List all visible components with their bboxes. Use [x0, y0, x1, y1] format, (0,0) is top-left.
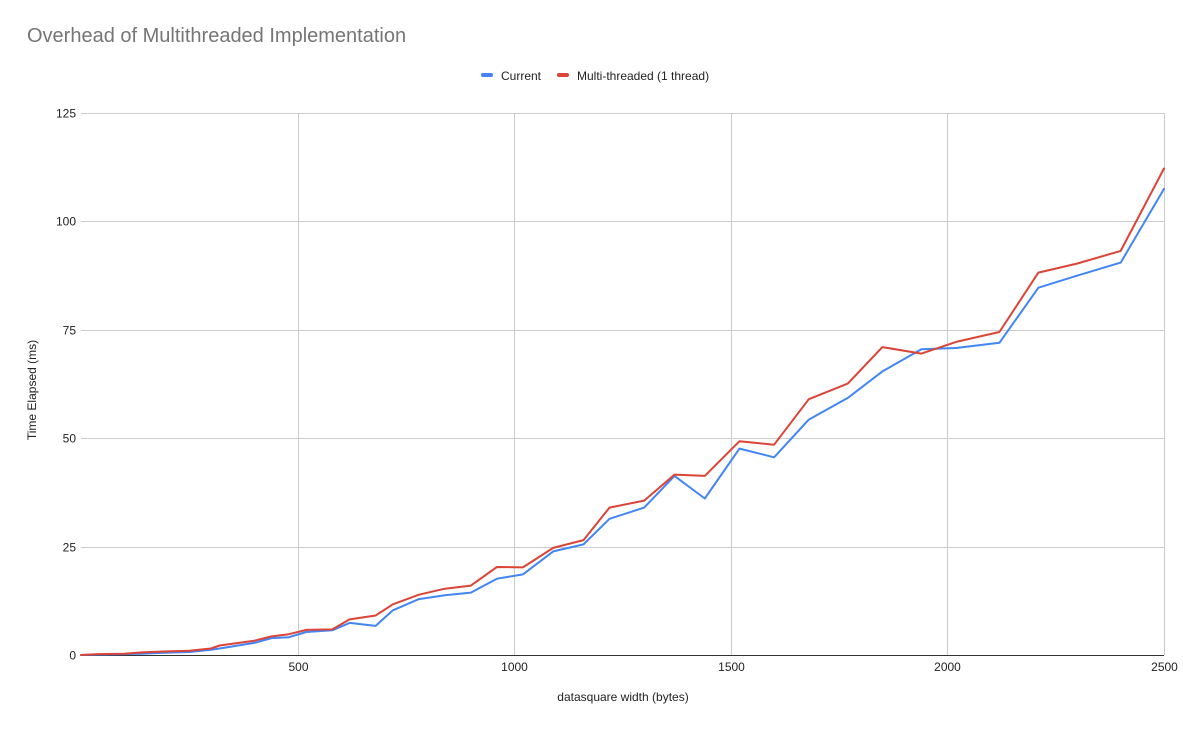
- legend: Current Multi-threaded (1 thread): [481, 69, 709, 83]
- x-tick-label: 1000: [501, 660, 528, 674]
- tick-labels: 0 25 50 75 100 125 500 1000 1500 2000 2500: [56, 107, 1178, 675]
- y-axis-label: Time Elapsed (ms): [25, 340, 39, 440]
- y-tick-label: 0: [69, 649, 76, 663]
- legend-swatch-multithreaded: [557, 73, 569, 77]
- series-line-current: [80, 187, 1165, 656]
- grid: [81, 113, 1165, 656]
- chart-title: Overhead of Multithreaded Implementation: [27, 25, 406, 47]
- x-tick-label: 2000: [934, 660, 961, 674]
- y-tick-label: 75: [63, 324, 77, 338]
- x-tick-label: 500: [288, 660, 308, 674]
- x-tick-label: 1500: [718, 660, 745, 674]
- x-axis-label: datasquare width (bytes): [557, 690, 688, 704]
- y-tick-label: 25: [63, 541, 77, 555]
- legend-swatch-current: [481, 73, 493, 77]
- legend-label-multithreaded: Multi-threaded (1 thread): [577, 69, 709, 83]
- series-line-multithreaded: [80, 167, 1165, 656]
- y-tick-label: 125: [56, 107, 76, 121]
- x-tick-label: 2500: [1151, 660, 1178, 674]
- y-tick-label: 50: [63, 432, 77, 446]
- y-tick-label: 100: [56, 215, 76, 229]
- series-layer: [80, 167, 1165, 656]
- legend-label-current: Current: [501, 69, 542, 83]
